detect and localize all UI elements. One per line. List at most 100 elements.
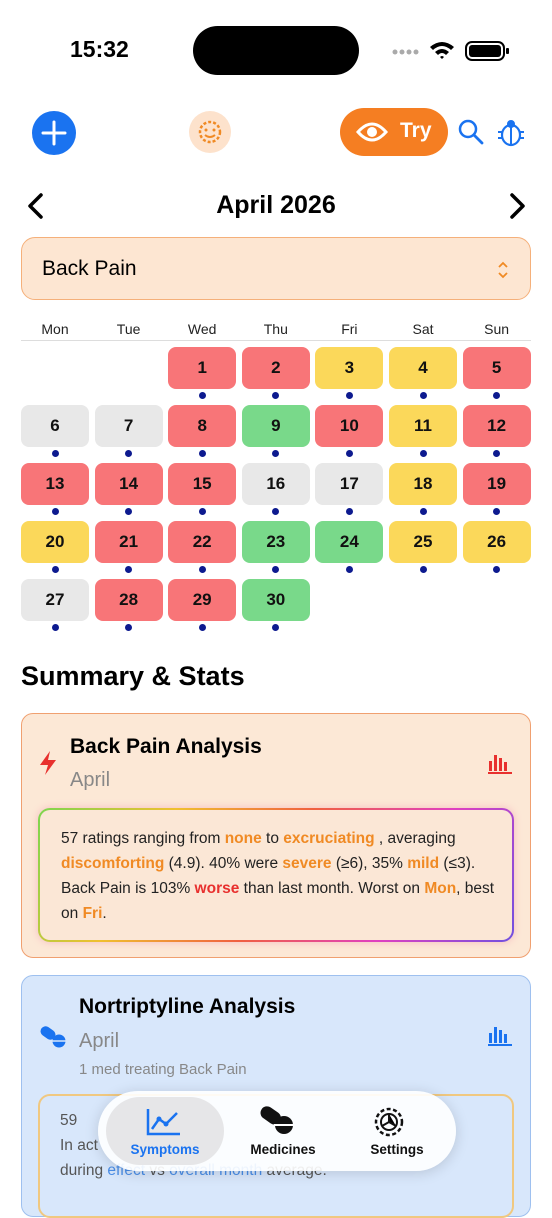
- prev-month[interactable]: [24, 192, 48, 220]
- text-segment: (≤3). Back Pain is 103%: [61, 855, 480, 897]
- entry-dot: [198, 508, 206, 515]
- day-cell[interactable]: 9: [241, 405, 310, 447]
- text-segment: during: [60, 1162, 108, 1179]
- tab-label[interactable]: Settings: [370, 1142, 424, 1157]
- text-segment: 57 ratings ranging from: [61, 830, 225, 847]
- day-cell[interactable]: 10: [315, 405, 384, 447]
- dynamic-island: [193, 26, 359, 75]
- entry-dot: [493, 566, 501, 573]
- day-cell[interactable]: 6: [21, 405, 89, 447]
- text-segment: Mon: [424, 880, 457, 897]
- tab-selected-bg: [106, 1097, 224, 1165]
- day-cell[interactable]: 20: [21, 521, 89, 563]
- symptom-card[interactable]: Back Pain Analysis April 57 ratings rang…: [21, 713, 531, 958]
- text-segment: than last month. Worst on: [239, 880, 425, 897]
- day-cell[interactable]: 29: [168, 579, 237, 621]
- day-cell[interactable]: 30: [241, 579, 310, 621]
- entry-dot: [125, 508, 133, 515]
- card-subtitle: April: [79, 1030, 120, 1052]
- card-title: Nortriptyline Analysis: [79, 995, 296, 1018]
- text-segment: , best on: [61, 880, 499, 922]
- weekday-label: Wed: [187, 321, 217, 337]
- entry-dot: [419, 508, 427, 515]
- month-title: April 2026: [216, 191, 336, 219]
- summary-heading: Summary & Stats: [21, 661, 245, 691]
- symptom-selector[interactable]: Back Pain: [21, 237, 531, 300]
- text-segment: severe: [282, 855, 332, 872]
- day-cell[interactable]: 23: [241, 521, 310, 563]
- weekday-label: Sat: [412, 321, 434, 337]
- entry-dot: [272, 624, 280, 631]
- search-button[interactable]: [458, 119, 484, 145]
- analysis-text: 57 ratings ranging from none to excrucia…: [61, 826, 501, 926]
- entry-dot: [345, 450, 353, 457]
- tab-icon: [374, 1107, 404, 1137]
- tab-label[interactable]: Medicines: [250, 1142, 316, 1157]
- entry-dot: [51, 566, 59, 573]
- text-segment: 59: [60, 1112, 82, 1129]
- text-segment: , averaging: [374, 830, 460, 847]
- selector-label: Back Pain: [42, 257, 137, 280]
- entry-dot: [493, 392, 501, 399]
- add-button[interactable]: [31, 110, 77, 156]
- text-segment: to: [261, 830, 284, 847]
- day-cell[interactable]: 17: [315, 463, 384, 505]
- day-cell[interactable]: 11: [389, 405, 457, 447]
- day-cell[interactable]: 18: [389, 463, 457, 505]
- entry-dot: [125, 450, 133, 457]
- text-segment: (≥6), 35%: [331, 855, 408, 872]
- day-cell[interactable]: 15: [168, 463, 237, 505]
- try-label: Try: [400, 119, 432, 142]
- entry-dot: [198, 450, 206, 457]
- day-cell[interactable]: 14: [94, 463, 163, 505]
- day-cell[interactable]: 26: [462, 521, 531, 563]
- day-cell[interactable]: 4: [389, 347, 457, 389]
- day-cell[interactable]: 13: [21, 463, 89, 505]
- entry-dot: [272, 450, 280, 457]
- day-cell[interactable]: 22: [168, 521, 237, 563]
- card-subtitle: April: [70, 769, 111, 791]
- day-cell[interactable]: 1: [168, 347, 237, 389]
- entry-dot: [345, 508, 353, 515]
- try-button[interactable]: Try: [340, 108, 448, 156]
- bug-button[interactable]: [497, 117, 525, 147]
- tab-label[interactable]: Symptoms: [130, 1142, 200, 1157]
- text-segment: excruciating: [283, 830, 375, 847]
- day-cell[interactable]: 24: [315, 521, 384, 563]
- weekday-label: Tue: [116, 321, 141, 337]
- day-cell[interactable]: 27: [21, 579, 89, 621]
- card-title: Back Pain Analysis: [70, 735, 262, 758]
- day-cell[interactable]: 8: [168, 405, 237, 447]
- day-cell[interactable]: 19: [462, 463, 531, 505]
- day-cell[interactable]: 5: [462, 347, 531, 389]
- status-icons: [392, 41, 509, 61]
- entry-dot: [272, 508, 280, 515]
- mood-button[interactable]: [188, 110, 232, 154]
- text-segment: .: [102, 905, 107, 922]
- text-segment: In act: [60, 1137, 98, 1154]
- weekday-label: Thu: [263, 321, 288, 337]
- entry-dot: [198, 392, 206, 399]
- entry-dot: [51, 624, 59, 631]
- divider: [21, 340, 531, 341]
- entry-dot: [272, 566, 280, 573]
- day-cell[interactable]: 3: [315, 347, 384, 389]
- text-segment: discomforting: [61, 855, 165, 872]
- entry-dot: [345, 392, 353, 399]
- text-segment: (4.9). 40% were: [164, 855, 283, 872]
- entry-dot: [419, 450, 427, 457]
- day-cell[interactable]: 12: [462, 405, 531, 447]
- day-cell[interactable]: 16: [241, 463, 310, 505]
- day-cell[interactable]: 28: [94, 579, 163, 621]
- tab-icon: [146, 1109, 180, 1136]
- weekday-label: Fri: [341, 321, 358, 337]
- entry-dot: [493, 508, 501, 515]
- day-cell[interactable]: 7: [94, 405, 163, 447]
- text-segment: mild: [407, 855, 440, 872]
- next-month[interactable]: [505, 192, 529, 220]
- entry-dot: [419, 392, 427, 399]
- day-cell[interactable]: 2: [241, 347, 310, 389]
- tab-icon: [260, 1106, 294, 1134]
- day-cell[interactable]: 21: [94, 521, 163, 563]
- day-cell[interactable]: 25: [389, 521, 457, 563]
